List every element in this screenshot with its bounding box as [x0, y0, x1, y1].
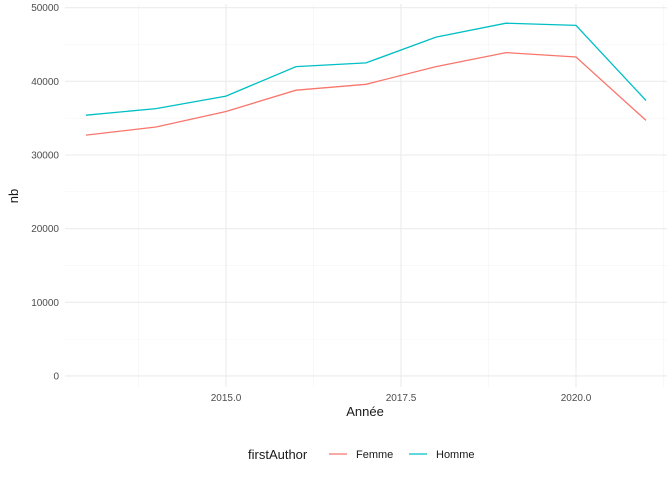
- legend-title: firstAuthor: [248, 447, 308, 462]
- legend-label-femme: Femme: [356, 449, 393, 461]
- minor-gridlines: [65, 4, 667, 387]
- major-gridlines: [65, 4, 667, 387]
- y-axis-title: nb: [6, 189, 21, 203]
- series-lines: [85, 22, 647, 136]
- y-axis-tick-labels: 0 10000 20000 30000 40000 50000: [31, 3, 59, 382]
- y-tick-label: 20000: [31, 224, 59, 235]
- x-axis-title: Année: [346, 404, 384, 419]
- series-line-homme: [85, 22, 647, 116]
- x-axis-tick-labels: 2015.0 2017.5 2020.0: [211, 393, 592, 404]
- y-tick-label: 50000: [31, 3, 59, 14]
- series-line-femme: [85, 51, 647, 136]
- y-tick-label: 40000: [31, 77, 59, 88]
- y-tick-label: 30000: [31, 150, 59, 161]
- legend: firstAuthor Femme Homme: [248, 447, 475, 462]
- legend-label-homme: Homme: [436, 449, 475, 461]
- x-tick-label: 2020.0: [561, 393, 592, 404]
- y-tick-label: 10000: [31, 298, 59, 309]
- x-tick-label: 2015.0: [211, 393, 242, 404]
- y-tick-label: 0: [53, 371, 59, 382]
- x-tick-label: 2017.5: [386, 393, 417, 404]
